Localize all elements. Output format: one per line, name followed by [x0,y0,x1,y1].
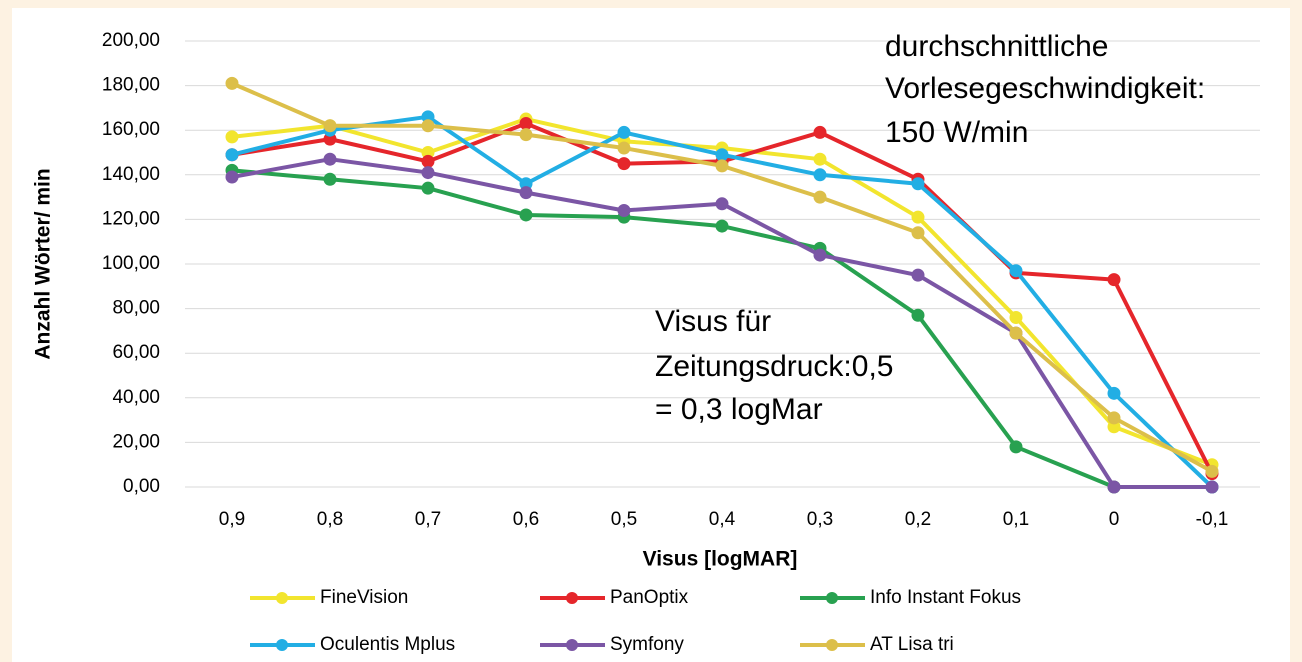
y-tick-label: 0,00 [123,476,160,497]
legend-label: Symfony [610,634,684,655]
legend-label: PanOptix [610,587,689,608]
data-point [1107,411,1121,425]
data-point [715,159,729,173]
data-point [421,154,435,168]
y-tick-label: 180,00 [102,75,160,96]
y-tick-label: 140,00 [102,164,160,185]
data-point [911,210,925,224]
data-point [617,203,631,217]
y-axis-label: Anzahl Wörter/ min [32,168,55,359]
data-point [617,157,631,171]
legend-label: Info Instant Fokus [870,587,1021,608]
data-point [813,125,827,139]
x-tick-label: 0,6 [513,509,539,530]
x-tick-label: 0,8 [317,509,343,530]
data-point [715,197,729,211]
x-tick-label: 0,3 [807,509,833,530]
data-point [225,148,239,162]
data-point [1009,311,1023,325]
x-tick-label: 0,9 [219,509,245,530]
data-point [421,166,435,180]
x-tick-label: 0,7 [415,509,441,530]
data-point [1205,464,1219,478]
data-point [1107,480,1121,494]
data-point [715,148,729,162]
legend-marker [826,592,838,604]
y-tick-label: 160,00 [102,119,160,140]
data-point [813,248,827,262]
data-point [617,141,631,155]
data-point [911,308,925,322]
data-point [813,152,827,166]
data-point [715,219,729,233]
data-point [1009,264,1023,278]
y-tick-label: 120,00 [102,208,160,229]
data-point [911,268,925,282]
data-point [225,76,239,90]
data-point [225,170,239,184]
x-tick-label: 0 [1109,509,1120,530]
annotation: durchschnittliche [885,30,1108,63]
annotation: = 0,3 logMar [655,393,823,426]
legend-marker [566,639,578,651]
x-tick-label: 0,2 [905,509,931,530]
chart-background [12,8,1290,662]
data-point [813,190,827,204]
legend-label: Oculentis Mplus [320,634,455,655]
legend-marker [276,639,288,651]
y-tick-label: 80,00 [112,298,160,319]
data-point [911,226,925,240]
annotation: Zeitungsdruck:0,5 [655,350,893,383]
x-tick-label: -0,1 [1196,509,1229,530]
data-point [519,128,533,142]
legend-marker [566,592,578,604]
data-point [1107,386,1121,400]
data-point [323,119,337,133]
annotation: Visus für [655,305,771,338]
y-tick-label: 200,00 [102,30,160,51]
legend-label: FineVision [320,587,408,608]
x-tick-label: 0,1 [1003,509,1029,530]
y-tick-label: 60,00 [112,342,160,363]
y-tick-label: 40,00 [112,387,160,408]
data-point [813,168,827,182]
legend-marker [826,639,838,651]
annotation: 150 W/min [885,116,1028,149]
data-point [225,130,239,144]
data-point [1205,480,1219,494]
x-tick-label: 0,4 [709,509,736,530]
data-point [1009,326,1023,340]
data-point [421,181,435,195]
legend-marker [276,592,288,604]
y-tick-label: 20,00 [112,431,160,452]
data-point [323,172,337,186]
data-point [617,125,631,139]
annotation: Vorlesegeschwindigkeit: [885,72,1205,105]
data-point [519,186,533,200]
x-tick-label: 0,5 [611,509,637,530]
legend-label: AT Lisa tri [870,634,954,655]
data-point [911,177,925,191]
data-point [323,152,337,166]
x-axis-label: Visus [logMAR] [643,548,798,571]
data-point [1107,273,1121,287]
data-point [519,208,533,222]
y-tick-label: 100,00 [102,253,160,274]
data-point [1009,440,1023,454]
data-point [519,117,533,131]
data-point [421,119,435,133]
